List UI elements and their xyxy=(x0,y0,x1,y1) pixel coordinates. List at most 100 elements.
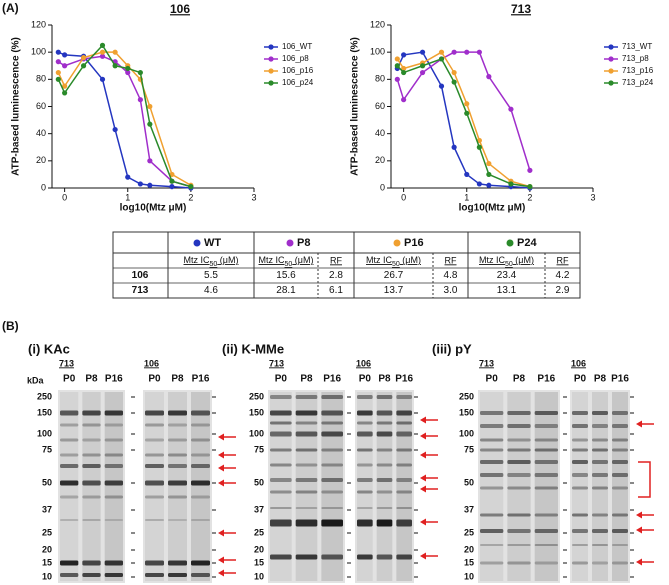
y-tick-label: 120 xyxy=(370,19,385,29)
data-point xyxy=(451,79,457,85)
lane-label: P8 xyxy=(300,374,313,385)
lane-smear xyxy=(168,392,187,581)
lane-smear xyxy=(357,392,373,581)
legend-swatch xyxy=(268,80,274,86)
lane-label: P8 xyxy=(171,374,184,385)
band xyxy=(60,519,79,521)
table-border xyxy=(112,231,581,299)
band xyxy=(507,424,531,428)
band xyxy=(270,410,292,416)
band xyxy=(357,463,373,467)
band xyxy=(357,519,373,527)
band xyxy=(507,529,531,533)
band xyxy=(295,448,318,452)
band xyxy=(572,544,588,546)
ic50-header: Mtz IC50 (μM) xyxy=(366,255,421,268)
band xyxy=(270,431,292,437)
band xyxy=(270,448,292,452)
panel-label: (B) xyxy=(2,319,19,333)
band xyxy=(168,480,187,486)
lane-label: P0 xyxy=(148,374,161,385)
kda-marker: 20 xyxy=(464,544,474,554)
data-point xyxy=(401,69,407,76)
series-line xyxy=(396,58,530,188)
band xyxy=(572,473,588,477)
band xyxy=(612,424,628,428)
band xyxy=(145,519,164,521)
band xyxy=(534,513,558,517)
band xyxy=(376,448,393,452)
band xyxy=(191,438,210,442)
legend-label: 713_WT xyxy=(622,42,652,51)
kda-label: kDa xyxy=(27,375,45,385)
band xyxy=(82,495,101,499)
band xyxy=(60,573,79,577)
data-point xyxy=(99,76,106,82)
data-point xyxy=(464,110,470,116)
band xyxy=(572,529,588,533)
lane-label: P0 xyxy=(574,374,587,385)
kda-marker: 150 xyxy=(249,407,264,417)
data-point xyxy=(464,49,470,55)
band xyxy=(612,411,628,415)
data-point xyxy=(419,49,426,55)
band xyxy=(321,507,343,509)
band xyxy=(396,431,412,437)
legend-swatch xyxy=(608,68,614,74)
band xyxy=(60,410,79,416)
blot-image xyxy=(58,390,125,583)
data-point xyxy=(486,171,492,178)
kda-marker: 150 xyxy=(459,407,474,417)
band xyxy=(612,529,628,533)
kda-marker: 20 xyxy=(254,544,264,554)
band xyxy=(168,410,187,416)
data-point xyxy=(55,69,61,76)
band xyxy=(592,513,608,517)
band xyxy=(534,529,558,533)
band xyxy=(534,486,558,490)
kda-marker: 250 xyxy=(459,391,474,401)
data-point xyxy=(147,182,153,188)
legend-swatch xyxy=(268,56,274,62)
band xyxy=(321,478,343,482)
data-point xyxy=(80,55,87,61)
band xyxy=(396,463,412,467)
data-point xyxy=(394,63,400,69)
data-point xyxy=(137,181,143,187)
ic50-suffix: (μM) xyxy=(217,255,238,265)
data-point xyxy=(169,171,175,178)
band xyxy=(145,573,164,577)
legend-label: 713_p8 xyxy=(622,54,649,63)
band xyxy=(104,453,123,457)
blot-title: (iii) pY xyxy=(432,341,472,356)
band xyxy=(191,423,210,427)
band xyxy=(82,410,101,416)
band xyxy=(168,495,187,499)
data-point xyxy=(55,59,61,65)
band xyxy=(60,438,79,442)
band xyxy=(480,438,504,442)
data-point xyxy=(99,49,106,55)
band xyxy=(592,544,608,546)
band xyxy=(295,410,318,416)
band xyxy=(480,460,504,464)
band xyxy=(191,519,210,521)
lane-smear xyxy=(145,392,164,581)
data-point xyxy=(486,74,492,80)
x-tick-label: 1 xyxy=(464,192,469,202)
band xyxy=(534,411,558,415)
data-point xyxy=(451,69,457,76)
kda-marker: 75 xyxy=(464,444,474,454)
band xyxy=(507,438,531,442)
x-axis-label: log10(Mtz μM) xyxy=(120,203,187,214)
band xyxy=(480,513,504,517)
kda-marker: 50 xyxy=(42,477,52,487)
lane-smear xyxy=(191,392,210,581)
band xyxy=(321,519,343,527)
table-cell: 4.2 xyxy=(556,270,570,281)
band xyxy=(104,480,123,486)
band xyxy=(534,448,558,452)
kda-marker: 150 xyxy=(37,407,52,417)
series-line xyxy=(396,51,531,188)
table-cell: 6.1 xyxy=(329,285,343,296)
